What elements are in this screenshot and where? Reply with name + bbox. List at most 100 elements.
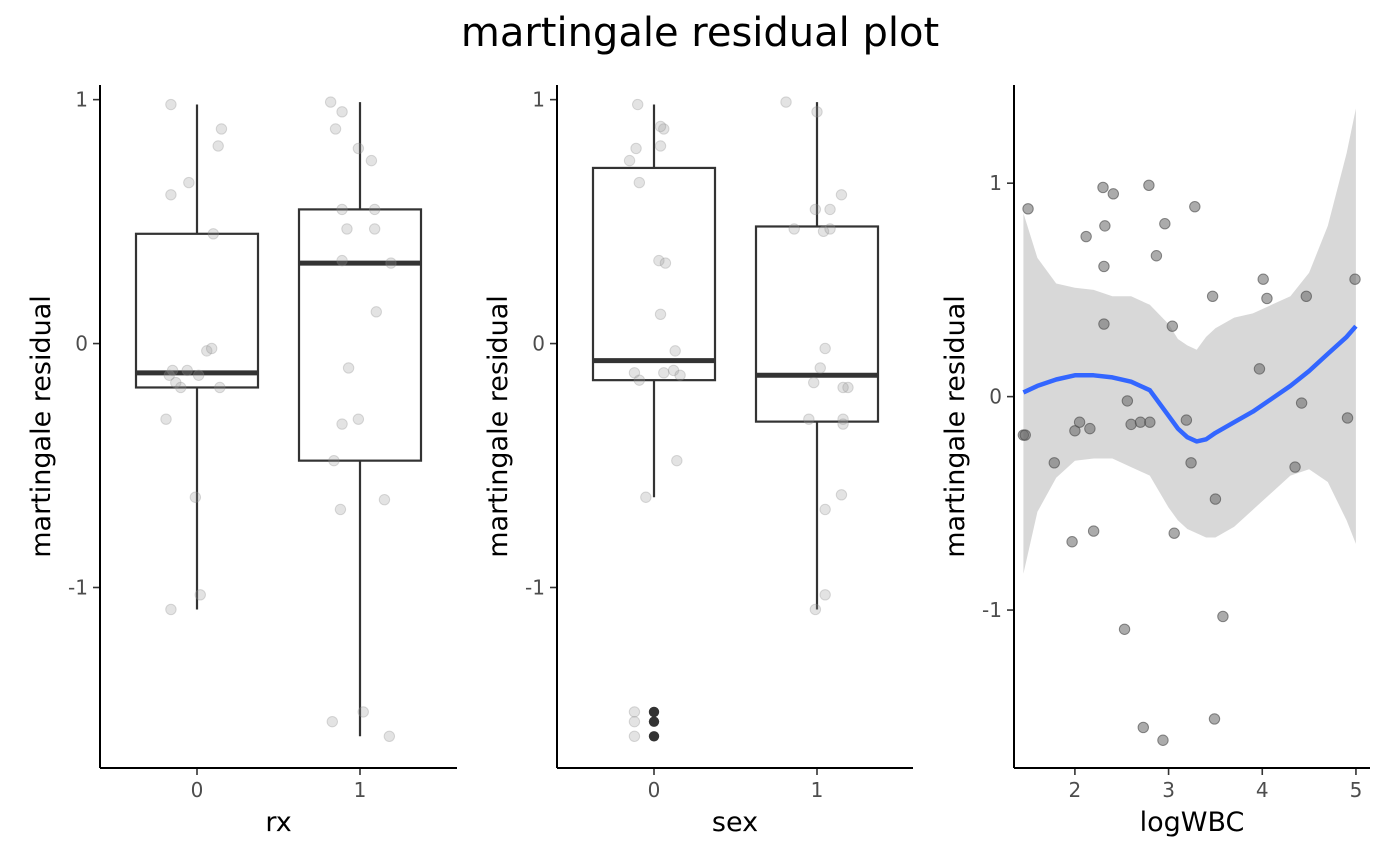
scatter-point [1295,397,1308,409]
jitter-point [166,364,179,377]
panel-sex: 0 1 -1 0 1 sex martingale residual [483,85,913,838]
x-tick-label: 2 [1069,778,1082,802]
jitter-point [336,106,348,118]
x-tick-label: 0 [191,778,204,802]
scatter-point [1143,179,1155,192]
jitter-point [357,706,369,718]
box-0 [134,104,260,610]
y-tick-label: 1 [75,88,88,112]
jitter-point [824,223,836,235]
scatter-point [1098,318,1110,330]
jitter-point [328,454,340,467]
jitter-point [819,503,831,516]
scatter-point [1137,721,1149,734]
scatter-point [1341,412,1354,424]
jitter-point [165,603,177,616]
scatter-point [1022,203,1034,215]
scatter-point [1144,416,1156,428]
outlier-point [648,706,660,718]
jitter-point [837,413,849,425]
jitter-point [336,418,348,430]
jitter-point [165,98,177,111]
jitter-point [160,413,172,425]
y-axis-title: martingale residual [483,295,514,558]
jitter-point [192,369,205,381]
jitter-point [183,176,195,189]
jitter-point [370,306,382,318]
y-axis-title: martingale residual [26,295,57,558]
scatter-point [1349,273,1361,285]
scatter-point [1217,610,1229,623]
x-axis-title: logWBC [1140,807,1245,838]
x-tick-label: 1 [811,778,824,802]
x-tick-label: 1 [354,778,367,802]
jitter-point [385,257,397,269]
jitter-point [342,362,355,374]
x-axis-title: sex [712,807,758,838]
jitter-point [653,254,665,267]
jitter-point [633,176,646,189]
jitter-point [811,106,823,118]
scatter-point [1121,395,1134,407]
scatter-point [1118,623,1131,635]
jitter-point [671,454,683,467]
jitter-point [336,254,348,267]
scatter-point [1125,418,1137,431]
jitter-point [215,123,228,135]
scatter-point [1180,414,1193,426]
jitter-point [640,491,652,503]
figure-title: martingale residual plot [461,10,939,56]
box-1 [297,102,423,737]
jitter-point [667,364,680,377]
box-1 [754,102,880,610]
scatter-point [1097,181,1109,194]
smooth-line [1022,324,1358,444]
scatter-point [1134,416,1147,428]
scatter-point [1209,493,1222,505]
jitter-point [334,503,347,516]
scatter-point [1261,292,1273,305]
jitter-point [207,228,220,240]
confidence-band [1023,108,1356,574]
jitter-point [654,140,667,152]
jitter-point [632,98,644,111]
x-tick-label: 0 [648,778,661,802]
outlier-point [648,731,660,742]
jitter-point [819,342,831,355]
jitter-point [674,369,686,381]
scatter-point [1107,188,1120,200]
jitter-point [809,603,822,616]
jitter-point [835,189,848,201]
jitter-point [837,418,849,430]
iqr-box [297,208,423,462]
jitter-point [633,374,646,386]
y-tick-label: 0 [989,385,1002,409]
jitter-point [201,345,213,357]
scatter-point [1159,218,1171,230]
panel-logwbc: 2 3 4 5 -1 0 1 logWBC martingale residual [940,85,1370,838]
scatter-point [1069,425,1081,437]
box-0 [591,104,717,498]
scatter-point [1157,734,1169,746]
scatter-point [1185,457,1197,469]
jitter-point [189,491,202,503]
y-tick-label: 0 [532,332,545,356]
jitter-point [628,706,641,718]
jitter-point [788,223,800,235]
jitter-point [163,369,175,381]
jitter-point [814,362,826,374]
jitter-point [669,345,681,357]
jitter-point [324,96,337,108]
scatter-point [1253,363,1266,375]
x-tick-label: 4 [1256,778,1269,802]
jitter-point [212,140,224,152]
jitter-point [628,715,641,728]
y-tick-label: -1 [525,575,545,599]
scatter-point [1019,429,1031,441]
jitter-point [809,203,822,216]
y-tick-label: -1 [982,598,1002,622]
iqr-box [591,166,717,382]
jitter-point [336,203,348,216]
jitter-point [658,123,670,135]
